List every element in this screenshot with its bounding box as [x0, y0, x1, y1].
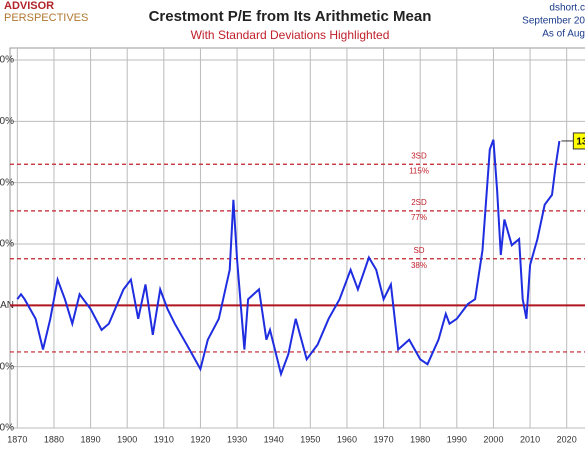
x-tick-label: 2010	[520, 434, 540, 444]
source: As of Aug	[542, 29, 585, 40]
x-tick-label: 1880	[44, 434, 64, 444]
chart-title: Crestmont P/E from Its Arithmetic Mean	[149, 8, 432, 25]
logo: ADVISOR	[4, 0, 54, 12]
logo: PERSPECTIVES	[4, 12, 88, 24]
x-tick-label: 1910	[154, 434, 174, 444]
x-tick-label: 1870	[7, 434, 27, 444]
source: September 20	[522, 16, 585, 27]
y-tick-label: -50%	[0, 361, 14, 372]
sd-value-label: 38%	[411, 261, 427, 270]
chart-subtitle: With Standard Deviations Highlighted	[191, 28, 390, 42]
sd-label: 3SD	[411, 151, 427, 160]
y-tick-label: 100%	[0, 177, 14, 188]
y-tick-label: 50%	[0, 239, 14, 250]
x-tick-label: 1950	[300, 434, 320, 444]
end-label-box	[572, 132, 585, 150]
x-tick-label: 1900	[117, 434, 137, 444]
x-tick-label: 2020	[557, 434, 577, 444]
y-tick-label: MEAN	[0, 300, 14, 311]
source: dshort.c	[549, 3, 585, 14]
x-tick-label: 1960	[337, 434, 357, 444]
sd-label: 2SD	[411, 198, 427, 207]
sd-label: SD	[413, 246, 424, 255]
x-tick-label: 1920	[190, 434, 210, 444]
sd-value-label: 115%	[409, 166, 429, 175]
x-tick-label: 1890	[81, 434, 101, 444]
y-tick-label: 200%	[0, 55, 14, 66]
plot-frame	[9, 47, 585, 429]
y-tick-label: -100%	[0, 423, 14, 434]
x-tick-label: 1970	[374, 434, 394, 444]
end-label: 134	[576, 137, 585, 148]
x-tick-label: 1980	[410, 434, 430, 444]
x-tick-label: 1940	[264, 434, 284, 444]
y-tick-label: 150%	[0, 116, 14, 127]
x-tick-label: 1990	[447, 434, 467, 444]
x-tick-label: 1930	[227, 434, 247, 444]
sd-value-label: 77%	[411, 213, 427, 222]
data-line	[16, 139, 561, 378]
x-tick-label: 2000	[483, 434, 503, 444]
